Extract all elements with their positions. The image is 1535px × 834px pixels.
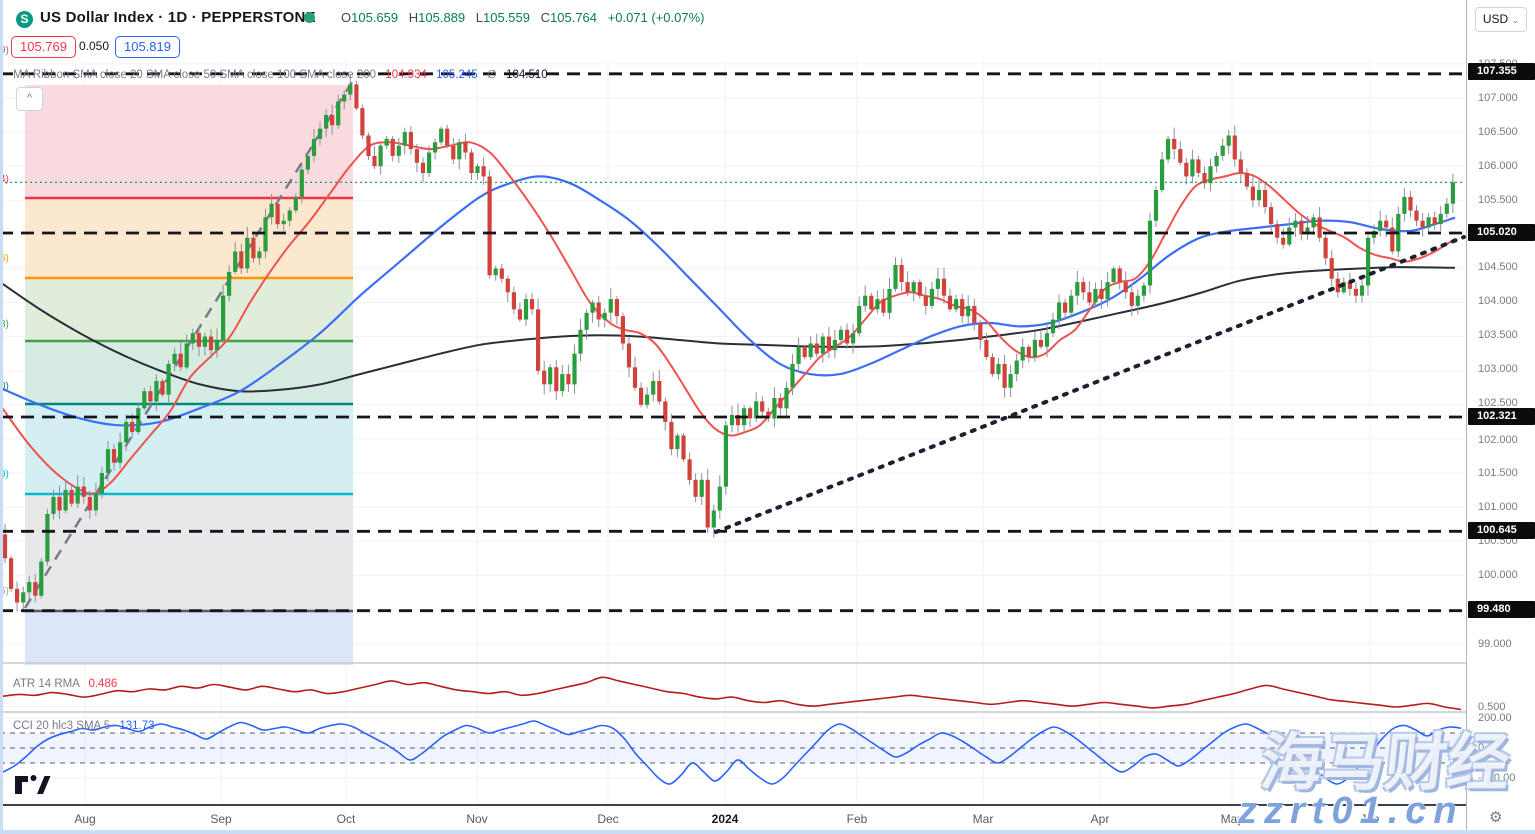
close-label: C [540, 10, 551, 25]
left-cut-label: 0) [0, 381, 9, 392]
spread-value: 0.050 [79, 39, 110, 53]
cci-value: 131.73 [119, 720, 155, 732]
time-axis[interactable]: Aug Sep Oct Nov Dec 2024 Feb Mar Apr May Jun [0, 806, 1535, 834]
cci-tick-label: 0.00 [1478, 742, 1500, 754]
sell-button[interactable]: 105.769 [11, 36, 76, 58]
cci-tick-label: -200.00 [1478, 772, 1516, 784]
currency-label: USD [1482, 12, 1509, 26]
time-axis-label: Apr [1090, 812, 1110, 826]
left-cut-label: 9) [0, 469, 9, 480]
price-tick-label: 103.000 [1478, 363, 1518, 375]
time-axis-label: Mar [972, 812, 994, 826]
left-cut-label: 8) [0, 319, 9, 330]
buy-button[interactable]: 105.819 [115, 36, 180, 58]
ohlc-readout: O105.659 H105.889 L105.559 C105.764 +0.0… [334, 10, 705, 25]
ma-ribbon-label: MA Ribbon SMA close 20 SMA close 50 SMA … [13, 69, 377, 81]
low-value: 105.559 [483, 10, 530, 25]
cci-tick-label: 200.00 [1478, 712, 1512, 724]
price-tick-label: 104.000 [1478, 295, 1518, 307]
price-tick-label: 105.500 [1478, 194, 1518, 206]
close-value: 105.764 [550, 10, 598, 25]
sma20-value: 104.934 [385, 69, 427, 81]
time-axis-label: Jun [1360, 812, 1380, 826]
time-axis-label: 2024 [711, 812, 739, 826]
price-level-badge: 100.645 [1468, 522, 1535, 539]
atr-label: ATR 14 RMA [13, 678, 80, 690]
time-axis-label: May [1220, 812, 1244, 826]
price-level-badge: 99.480 [1468, 601, 1535, 618]
currency-selector-button[interactable]: USD ⌄ [1475, 7, 1527, 32]
time-axis-label: Oct [336, 812, 356, 826]
price-tick-label: 102.500 [1478, 397, 1518, 409]
time-axis-label: Sep [210, 812, 232, 826]
left-cut-label: 6) [0, 253, 9, 264]
cci-legend[interactable]: CCI 20 hlc3 SMA 5 131.73 [13, 720, 155, 732]
sma50-value: 105.245 [436, 69, 478, 81]
price-tick-label: 99.000 [1478, 638, 1512, 650]
price-level-badge: 107.355 [1468, 63, 1535, 80]
price-scale[interactable]: USD ⌄ 107.500107.000106.500106.000105.50… [1466, 0, 1535, 834]
price-tick-label: 103.500 [1478, 329, 1518, 341]
market-status-icon[interactable] [304, 12, 315, 23]
high-value: 105.889 [418, 10, 466, 25]
price-level-badge: 102.321 [1468, 408, 1535, 425]
chevron-down-icon: ⌄ [1511, 15, 1520, 25]
sma100-value: ∅ [486, 69, 497, 81]
low-label: L [475, 10, 483, 25]
symbol-logo-icon[interactable]: S [16, 11, 33, 28]
left-cut-label: 4) [0, 174, 9, 185]
time-axis-label: Aug [74, 812, 96, 826]
price-tick-label: 106.500 [1478, 126, 1518, 138]
change-value: +0.071 (+0.07%) [607, 10, 705, 25]
window-edge-bottom [0, 830, 1535, 834]
high-label: H [408, 10, 419, 25]
price-level-badge: 105.020 [1468, 224, 1535, 241]
window-edge-left [0, 0, 3, 834]
price-tick-label: 107.000 [1478, 92, 1518, 104]
ma-ribbon-legend[interactable]: MA Ribbon SMA close 20 SMA close 50 SMA … [13, 67, 548, 81]
left-cut-label: 6) [0, 586, 9, 597]
time-axis-label: Nov [466, 812, 488, 826]
atr-legend[interactable]: ATR 14 RMA 0.486 [13, 678, 117, 690]
collapse-panel-button[interactable]: ^ [16, 87, 43, 111]
price-tick-label: 100.000 [1478, 569, 1518, 581]
price-tick-label: 106.000 [1478, 160, 1518, 172]
price-tick-label: 101.000 [1478, 501, 1518, 513]
atr-tick-label: 0.500 [1478, 701, 1506, 713]
price-tick-label: 104.500 [1478, 261, 1518, 273]
open-value: 105.659 [351, 10, 399, 25]
time-axis-label: Feb [846, 812, 868, 826]
open-label: O [341, 10, 352, 25]
left-cut-label: 9) [0, 45, 9, 56]
symbol-title[interactable]: US Dollar Index · 1D · PEPPERSTONE [40, 9, 316, 26]
gear-icon[interactable]: ⚙ [1489, 809, 1503, 826]
price-tick-label: 101.500 [1478, 467, 1518, 479]
sma200-value: 104.510 [506, 69, 548, 81]
time-axis-label: Dec [597, 812, 619, 826]
atr-value: 0.486 [88, 678, 118, 690]
tradingview-logo-icon[interactable] [13, 769, 51, 800]
price-tick-label: 102.000 [1478, 434, 1518, 446]
cci-label: CCI 20 hlc3 SMA 5 [13, 720, 111, 732]
